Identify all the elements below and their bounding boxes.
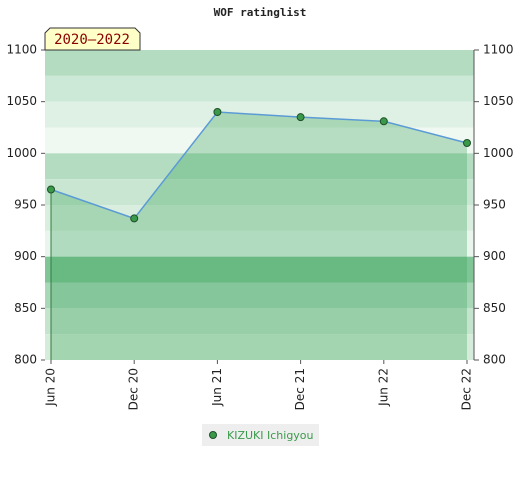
y2-tick-label: 900 <box>483 249 506 263</box>
legend-label: KIZUKI Ichigyou <box>227 429 314 442</box>
line <box>50 111 468 220</box>
y2-tick-label: 850 <box>483 301 506 315</box>
y2-tick-label: 800 <box>483 353 506 367</box>
background-band <box>45 50 474 76</box>
y2-tick-label: 1050 <box>483 94 514 108</box>
background-band <box>45 230 474 257</box>
marker <box>379 117 388 126</box>
background-band <box>45 256 474 283</box>
x-tick-label: Jun 20 <box>44 368 58 407</box>
background-band <box>45 308 474 335</box>
y-tick-label: 850 <box>14 301 37 315</box>
x-tick-label: Jun 21 <box>210 368 224 407</box>
x-tick-label: Jun 22 <box>376 368 390 407</box>
background-band <box>45 334 474 360</box>
chart-title: WOF ratinglist <box>214 6 307 19</box>
area <box>51 112 467 360</box>
y2-tick-label: 1000 <box>483 146 514 160</box>
y2-tick-label: 1100 <box>483 43 514 57</box>
marker <box>130 214 139 223</box>
annotation: 2020–2022 <box>44 27 141 51</box>
y-tick-label: 950 <box>14 198 37 212</box>
marker <box>47 185 55 194</box>
y-tick-label: 1050 <box>6 94 37 108</box>
y-tick-label: 900 <box>14 249 37 263</box>
y-tick-label: 1000 <box>6 146 37 160</box>
y2-tick-label: 950 <box>483 198 506 212</box>
background-band <box>45 282 474 309</box>
marker <box>213 108 222 116</box>
x-tick-label: Dec 20 <box>127 368 141 410</box>
legend-box <box>202 424 319 446</box>
background-band <box>45 205 474 231</box>
background-band <box>45 75 474 102</box>
legend-marker <box>209 431 217 439</box>
x-tick-label: Dec 22 <box>460 368 474 410</box>
x-tick-label: Dec 21 <box>293 368 307 410</box>
annotation-box <box>44 27 141 51</box>
y-tick-label: 800 <box>14 353 37 367</box>
background-band <box>45 179 474 205</box>
y-tick-label: 1100 <box>6 43 37 57</box>
marker <box>296 113 305 122</box>
marker <box>463 139 471 147</box>
background-band <box>45 153 474 180</box>
background-band <box>45 127 474 154</box>
annotation-text: 2020–2022 <box>54 32 130 48</box>
